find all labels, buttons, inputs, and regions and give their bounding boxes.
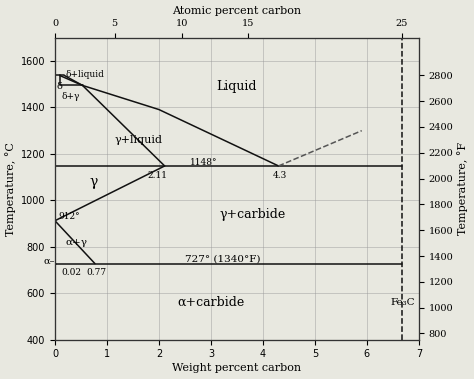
Text: δ+γ: δ+γ <box>61 92 80 101</box>
Text: Fe₃C: Fe₃C <box>390 298 415 307</box>
Text: α–: α– <box>44 257 55 266</box>
Text: γ: γ <box>90 175 98 189</box>
Text: δ+liquid: δ+liquid <box>66 70 105 79</box>
Text: α+γ: α+γ <box>65 238 87 247</box>
Text: γ+carbide: γ+carbide <box>219 208 286 221</box>
Y-axis label: Temperature, °F: Temperature, °F <box>457 142 468 235</box>
Text: 912°: 912° <box>58 211 80 221</box>
X-axis label: Atomic percent carbon: Atomic percent carbon <box>173 6 301 16</box>
Text: γ+liquid: γ+liquid <box>114 135 162 145</box>
Text: 2.11: 2.11 <box>147 171 167 180</box>
Text: δ: δ <box>56 81 63 91</box>
Text: Liquid: Liquid <box>217 80 257 93</box>
Text: 0.77: 0.77 <box>86 268 106 277</box>
Text: α+carbide: α+carbide <box>177 296 245 309</box>
X-axis label: Weight percent carbon: Weight percent carbon <box>173 363 301 373</box>
Text: 1148°: 1148° <box>190 158 218 166</box>
Text: 4.3: 4.3 <box>272 171 287 180</box>
Y-axis label: Temperature, °C: Temperature, °C <box>6 142 17 236</box>
Text: 727° (1340°F): 727° (1340°F) <box>185 254 260 263</box>
Text: 0.02: 0.02 <box>61 268 81 277</box>
